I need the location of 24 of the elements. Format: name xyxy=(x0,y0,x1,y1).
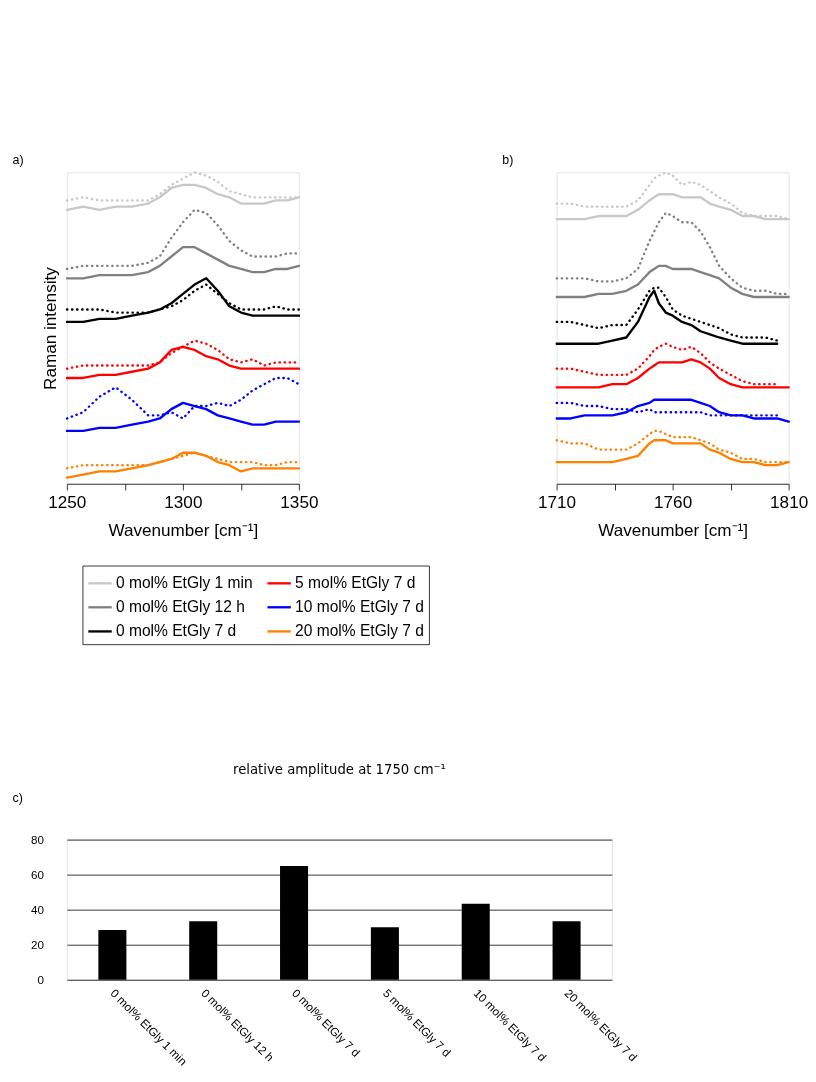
x-tick-label: 1300 xyxy=(164,493,203,513)
x-tick-label: 1760 xyxy=(654,493,693,513)
x-axis-title: Wavenumber [cm⁻¹] xyxy=(598,520,749,540)
legend-label: 0 mol% EtGly 7 d xyxy=(116,622,237,640)
y-tick-label: 60 xyxy=(31,868,45,882)
legend-label: 5 mol% EtGly 7 d xyxy=(295,574,416,592)
legend-label: 0 mol% EtGly 12 h xyxy=(116,597,245,615)
y-tick-label: 0 xyxy=(37,973,45,987)
text: b) xyxy=(502,152,514,167)
legend-label: 0 mol% EtGly 1 min xyxy=(116,574,253,592)
y-tick-label: 80 xyxy=(31,832,45,846)
chart-title: relative amplitude at 1750 cm⁻¹ xyxy=(233,761,446,777)
legend-label: 20 mol% EtGly 7 d xyxy=(295,622,424,640)
text: c) xyxy=(12,791,23,806)
y-axis-title: Raman intensity xyxy=(40,266,60,390)
y-tick-label: 40 xyxy=(31,903,45,917)
x-tick-label: 1810 xyxy=(770,493,809,513)
x-tick-label: 1350 xyxy=(280,493,319,513)
x-tick-label: 1250 xyxy=(48,493,87,513)
legend-label: 10 mol% EtGly 7 d xyxy=(295,597,424,615)
x-tick-label: 1710 xyxy=(538,493,577,513)
text: a) xyxy=(12,152,24,167)
x-axis-title: Wavenumber [cm⁻¹] xyxy=(108,520,259,540)
y-tick-label: 20 xyxy=(31,938,45,952)
